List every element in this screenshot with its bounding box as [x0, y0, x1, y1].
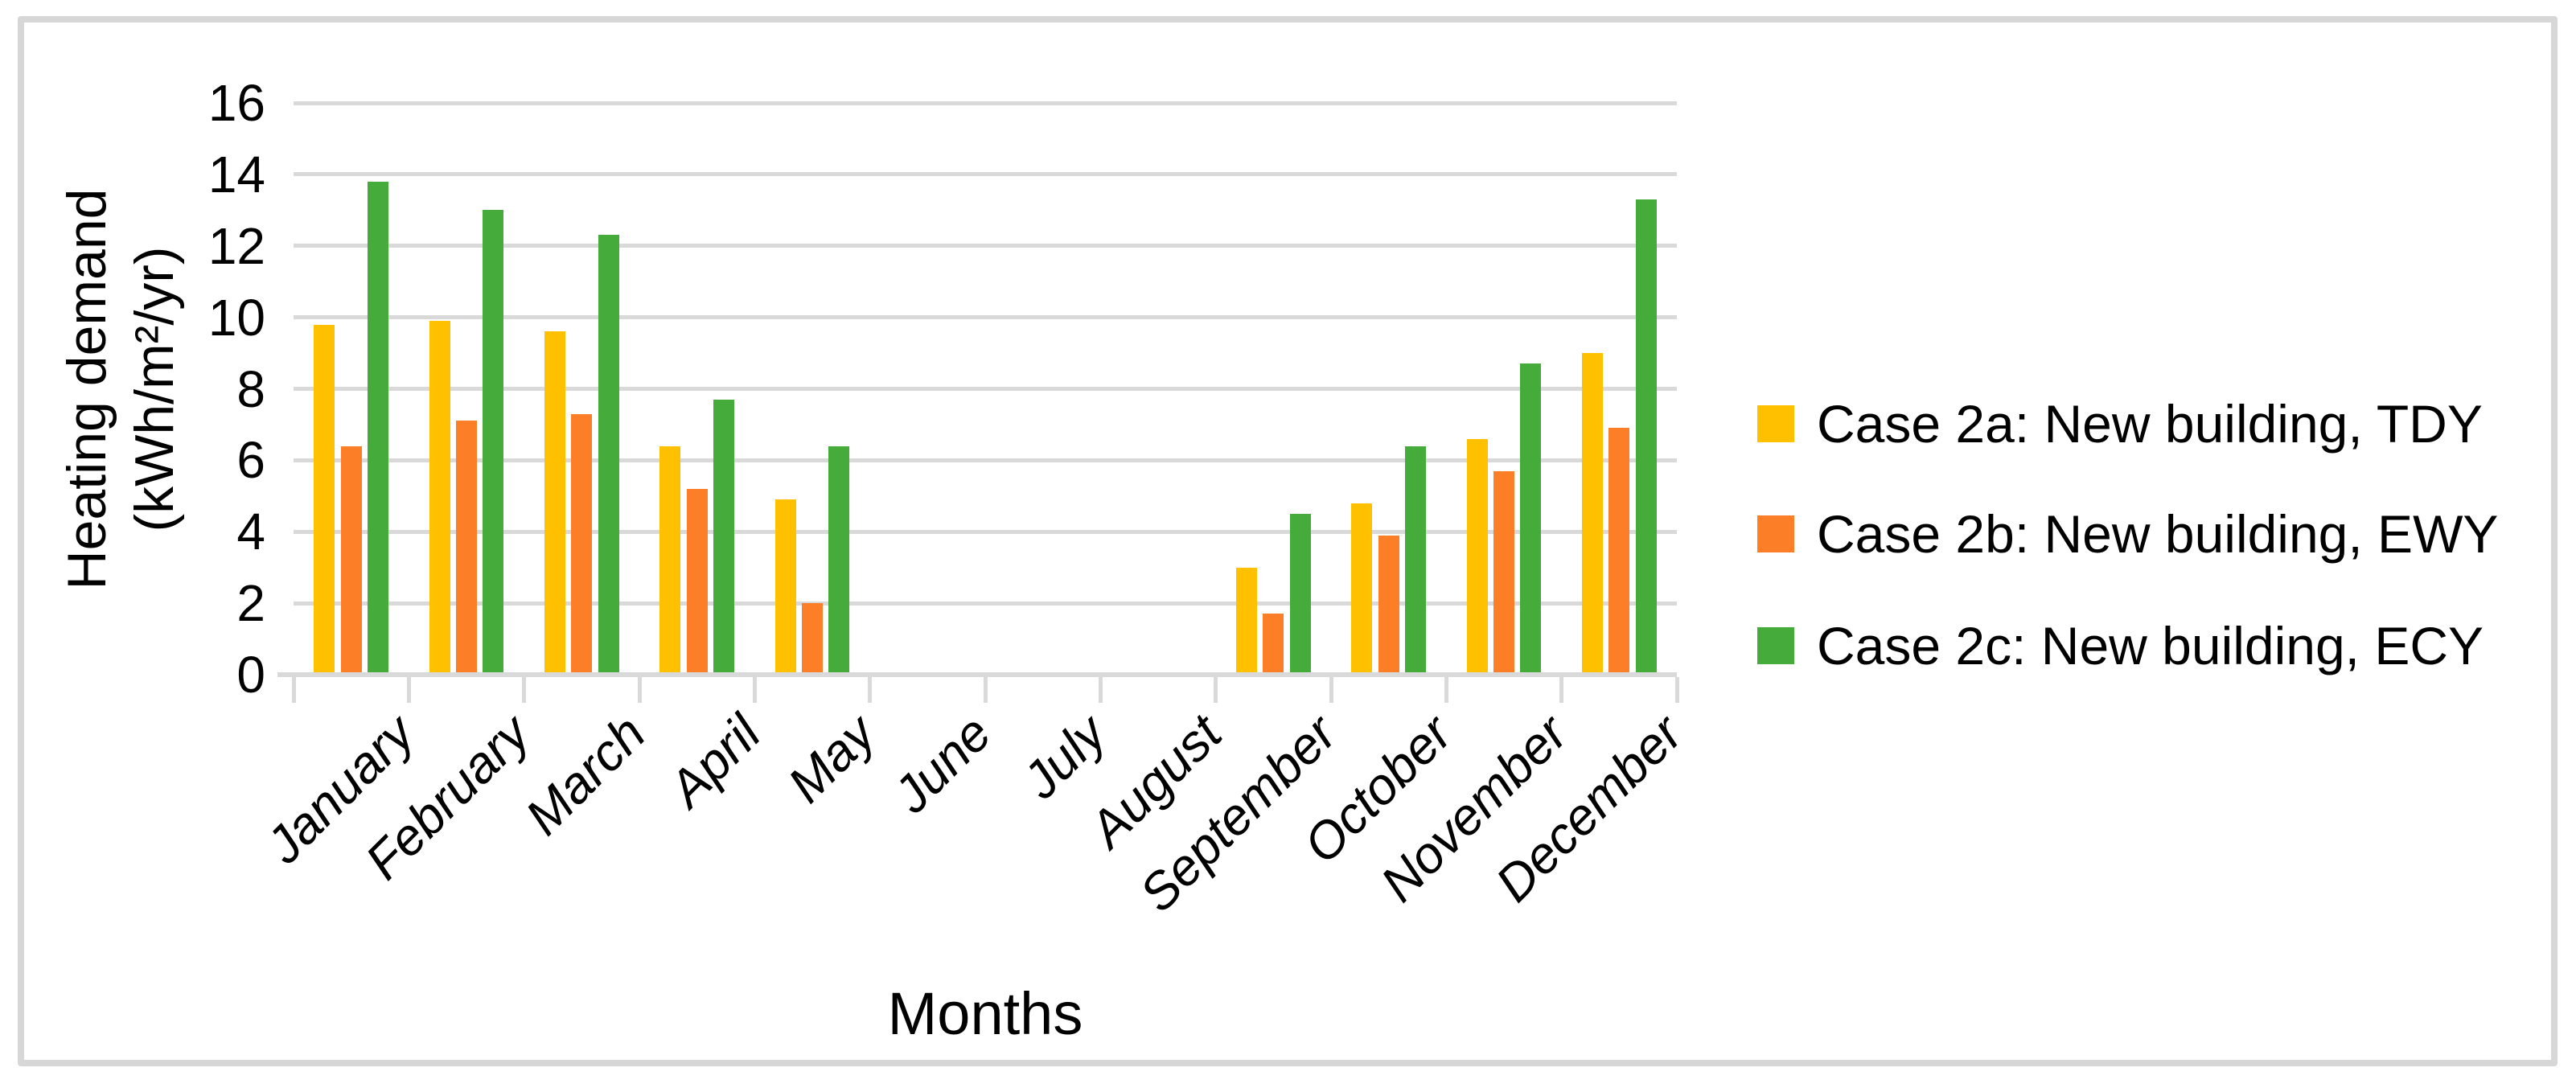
bar-november-series-1 [1466, 438, 1488, 675]
x-axis-title: Months [887, 980, 1083, 1047]
gridline-y-2 [294, 601, 1677, 606]
bar-february-series-3 [483, 210, 504, 675]
bar-january-series-1 [314, 324, 335, 675]
gridline-y-6 [294, 458, 1677, 462]
bar-march-series-3 [598, 235, 619, 675]
legend-item-2: Case 2b: New building, EWY [1757, 504, 2498, 564]
y-tick-label-10: 10 [207, 288, 265, 347]
y-tick-label-16: 16 [207, 74, 265, 132]
bar-april-series-2 [686, 488, 708, 675]
bar-february-series-2 [456, 421, 477, 675]
x-axis-tick [1559, 677, 1564, 703]
legend-label: Case 2b: New building, EWY [1817, 504, 2499, 564]
legend-label: Case 2c: New building, ECY [1817, 616, 2484, 675]
bar-april-series-3 [713, 399, 734, 675]
bar-march-series-1 [544, 331, 566, 675]
x-axis-tick [1444, 677, 1448, 703]
bar-april-series-1 [659, 445, 681, 675]
y-tick-label-14: 14 [207, 145, 265, 203]
x-axis-tick [983, 677, 988, 703]
bar-november-series-3 [1520, 363, 1542, 675]
gridline-y-12 [294, 244, 1677, 248]
x-axis-tick [1098, 677, 1103, 703]
y-tick-label-2: 2 [236, 574, 265, 633]
x-axis-tick [868, 677, 873, 703]
x-axis-tick [752, 677, 757, 703]
bar-november-series-2 [1493, 470, 1514, 675]
bar-september-series-3 [1289, 514, 1311, 675]
bar-february-series-1 [429, 321, 450, 675]
x-axis-tick [1214, 677, 1218, 703]
bar-december-series-3 [1635, 199, 1657, 675]
x-axis-tick [406, 677, 411, 703]
gridline-y-8 [294, 387, 1677, 391]
legend-swatch-icon [1757, 405, 1794, 442]
x-axis-tick [637, 677, 642, 703]
bar-december-series-1 [1582, 353, 1604, 675]
bar-december-series-2 [1608, 428, 1630, 675]
x-axis-line [277, 672, 1677, 677]
gridline-y-16 [294, 101, 1677, 105]
legend-item-1: Case 2a: New building, TDY [1757, 394, 2483, 454]
x-tick-label-june: June [881, 704, 1002, 824]
bar-may-series-1 [774, 499, 796, 675]
x-axis-tick [1329, 677, 1333, 703]
legend-label: Case 2a: New building, TDY [1817, 394, 2483, 454]
x-axis-tick [522, 677, 527, 703]
bar-september-series-1 [1236, 567, 1258, 675]
bar-september-series-2 [1263, 614, 1284, 675]
bar-october-series-1 [1351, 503, 1373, 675]
bar-october-series-2 [1378, 535, 1399, 675]
y-tick-label-0: 0 [236, 646, 265, 704]
bar-may-series-2 [802, 603, 823, 675]
gridline-y-10 [294, 315, 1677, 320]
y-tick-label-4: 4 [236, 503, 265, 561]
x-axis-tick [291, 677, 296, 703]
x-tick-label-april: April [657, 704, 771, 818]
bar-october-series-3 [1404, 445, 1426, 675]
y-tick-label-12: 12 [207, 216, 265, 275]
bar-january-series-3 [367, 181, 388, 675]
legend-item-3: Case 2c: New building, ECY [1757, 616, 2484, 675]
gridline-y-4 [294, 529, 1677, 534]
y-tick-label-6: 6 [236, 431, 265, 490]
x-axis-tick [1674, 677, 1679, 703]
legend-swatch-icon [1757, 627, 1794, 664]
bar-march-series-2 [571, 413, 593, 675]
legend-swatch-icon [1757, 515, 1794, 552]
x-tick-label-march: March [513, 704, 656, 846]
y-tick-label-8: 8 [236, 359, 265, 418]
bar-may-series-3 [828, 445, 850, 675]
x-tick-label-may: May [776, 704, 887, 814]
gridline-y-14 [294, 172, 1677, 177]
bar-january-series-2 [340, 445, 362, 675]
